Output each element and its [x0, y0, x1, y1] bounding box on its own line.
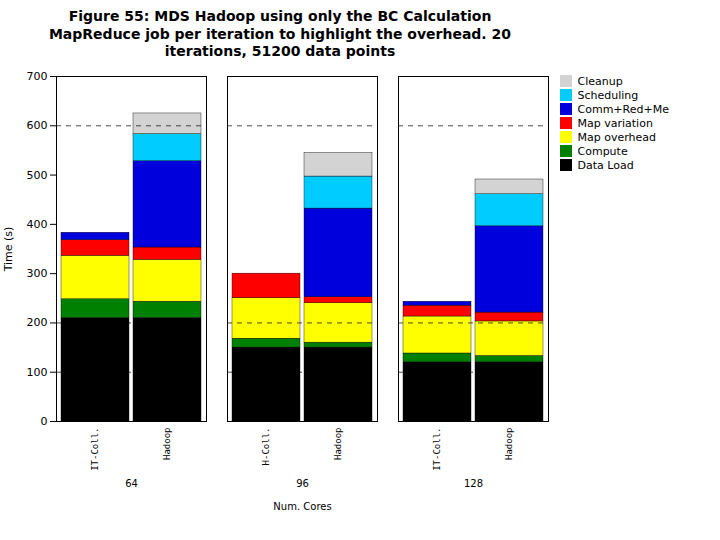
html-text:Figure 55: MDS Hadoop using on: Figure 55: MDS Hadoop using only the BC …: [48, 8, 511, 59]
html-text:Cleanup: Cleanup: [577, 74, 623, 88]
html-text:Scheduling: Scheduling: [577, 88, 639, 102]
svg-text:H-Coll.: H-Coll.: [261, 427, 271, 465]
svg-text:IT-Coll.: IT-Coll.: [432, 427, 442, 470]
svg-text:300: 300: [27, 267, 48, 280]
svg-text:400: 400: [27, 217, 48, 230]
svg-text:128: 128: [464, 477, 483, 488]
html-text:Compute: Compute: [577, 144, 628, 158]
svg-text:500: 500: [27, 168, 48, 181]
svg-text:100: 100: [27, 365, 48, 378]
svg-text:64: 64: [125, 477, 138, 488]
html-text:Data Load: Data Load: [577, 158, 634, 172]
html-text:Map overhead: Map overhead: [577, 130, 656, 144]
svg-text:Num. Cores: Num. Cores: [273, 500, 331, 511]
svg-text:Hadoop: Hadoop: [333, 427, 343, 460]
svg-text:IT-Coll.: IT-Coll.: [90, 427, 100, 470]
svg-text:0: 0: [41, 415, 48, 428]
svg-text:600: 600: [27, 119, 48, 132]
svg-text:Hadoop: Hadoop: [162, 427, 172, 460]
svg-text:Hadoop: Hadoop: [504, 427, 514, 460]
html-text:Comm+Red+Me: Comm+Red+Me: [577, 102, 669, 116]
svg-text:700: 700: [27, 70, 48, 83]
svg-text:200: 200: [27, 316, 48, 329]
svg-text:Time (s): Time (s): [2, 226, 15, 272]
svg-text:96: 96: [296, 477, 309, 488]
html-text:Map variation: Map variation: [577, 116, 653, 130]
